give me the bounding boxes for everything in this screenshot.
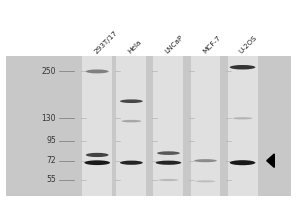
Text: 55: 55 [46, 175, 56, 184]
Ellipse shape [120, 161, 143, 165]
Ellipse shape [230, 65, 255, 69]
Ellipse shape [157, 151, 180, 155]
Ellipse shape [230, 160, 255, 165]
Ellipse shape [122, 120, 141, 122]
Ellipse shape [86, 153, 109, 157]
Text: LNCaP: LNCaP [164, 34, 185, 55]
Ellipse shape [194, 159, 217, 162]
Text: MCF-7: MCF-7 [201, 34, 221, 55]
Ellipse shape [232, 117, 253, 119]
FancyBboxPatch shape [190, 56, 220, 196]
Ellipse shape [196, 180, 215, 182]
FancyBboxPatch shape [116, 56, 146, 196]
Ellipse shape [84, 160, 110, 165]
Text: 95: 95 [46, 136, 56, 145]
Text: 130: 130 [41, 114, 56, 123]
Text: U-2OS: U-2OS [238, 34, 259, 55]
Ellipse shape [158, 179, 178, 181]
Text: 250: 250 [41, 67, 56, 76]
FancyBboxPatch shape [69, 56, 262, 196]
FancyBboxPatch shape [82, 56, 112, 196]
Text: 293T/17: 293T/17 [93, 29, 118, 55]
FancyBboxPatch shape [154, 56, 183, 196]
Polygon shape [267, 154, 274, 167]
Ellipse shape [156, 161, 181, 165]
Ellipse shape [86, 69, 109, 73]
Text: Hela: Hela [127, 39, 143, 55]
Ellipse shape [120, 99, 143, 103]
Text: 72: 72 [46, 156, 56, 165]
FancyBboxPatch shape [228, 56, 257, 196]
